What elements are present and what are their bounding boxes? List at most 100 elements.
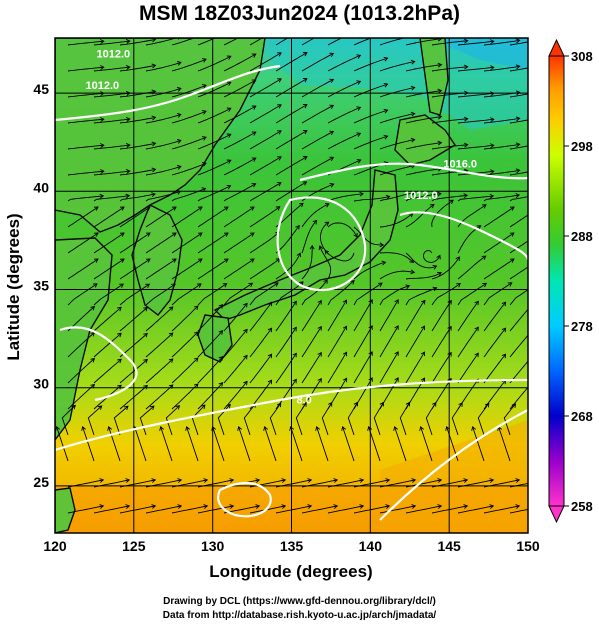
- streamline: [171, 84, 207, 98]
- streamline-arrowhead: [536, 207, 540, 211]
- streamline-arrowhead: [203, 504, 209, 509]
- isobar-southeast: [379, 409, 528, 521]
- streamline: [405, 287, 437, 306]
- streamline-arrowhead: [507, 282, 513, 287]
- streamline-arrowhead: [489, 504, 495, 509]
- streamline: [223, 131, 257, 150]
- streamline: [145, 505, 182, 514]
- streamline-arrowhead: [277, 78, 282, 83]
- streamline: [483, 232, 515, 254]
- streamline: [67, 258, 99, 280]
- streamline: [275, 225, 300, 254]
- streamline: [431, 40, 468, 46]
- streamline: [321, 402, 333, 436]
- streamline: [472, 426, 485, 462]
- streamline-arrowhead: [197, 206, 203, 211]
- y-tick-label: 30: [33, 376, 49, 392]
- x-axis-label: Longitude (degrees): [209, 562, 372, 581]
- streamline: [223, 355, 248, 384]
- streamline-arrowhead: [299, 281, 304, 286]
- streamline: [301, 157, 334, 176]
- streamline: [353, 325, 373, 358]
- streamline: [171, 232, 203, 254]
- streamline-arrowhead: [243, 302, 248, 308]
- streamline: [145, 332, 174, 358]
- streamline-arrowhead: [515, 142, 521, 148]
- streamline: [379, 285, 410, 306]
- streamline: [67, 40, 104, 46]
- streamline: [457, 479, 494, 488]
- streamline-arrowhead: [356, 132, 362, 137]
- streamline: [353, 135, 388, 150]
- streamline: [119, 168, 156, 176]
- land-honshu: [213, 169, 399, 321]
- land-taiwan: [55, 487, 76, 533]
- streamline: [145, 232, 177, 254]
- colorbar-tick-label: 308: [571, 49, 593, 64]
- streamline: [420, 426, 433, 462]
- streamline: [394, 426, 407, 462]
- streamline-arrowhead: [379, 242, 385, 248]
- streamline: [217, 404, 231, 436]
- streamline-arrowhead: [515, 504, 521, 509]
- streamline: [197, 479, 234, 488]
- streamline: [93, 332, 122, 358]
- y-tick-label: 25: [33, 474, 49, 490]
- streamline-arrowhead: [273, 282, 279, 287]
- streamline: [275, 281, 304, 306]
- x-tick-label: 140: [359, 538, 383, 554]
- streamline-arrowhead: [356, 29, 360, 33]
- streamline: [223, 183, 256, 202]
- streamline: [275, 52, 308, 72]
- streamline: [353, 282, 383, 306]
- x-tick-label: 145: [437, 538, 461, 554]
- streamline-arrowhead: [341, 425, 346, 431]
- streamline-arrowhead: [542, 115, 546, 119]
- streamline: [119, 385, 148, 410]
- streamline-arrowhead: [529, 329, 533, 333]
- streamline-arrowhead: [119, 232, 125, 237]
- x-tick-label: 125: [122, 538, 146, 554]
- streamline: [457, 505, 494, 514]
- streamline: [186, 426, 199, 462]
- streamline: [145, 61, 182, 72]
- streamline-arrowhead: [309, 244, 315, 250]
- streamline-arrowhead: [509, 206, 515, 211]
- streamline: [93, 232, 125, 254]
- streamline-arrowhead: [177, 504, 183, 509]
- streamline-arrowhead: [145, 283, 151, 288]
- streamline-arrowhead: [405, 284, 411, 290]
- streamline-arrowhead: [447, 299, 452, 305]
- isobar-south: [55, 378, 528, 452]
- streamline: [405, 142, 442, 150]
- streamline-arrowhead: [201, 58, 207, 63]
- streamline-arrowhead: [411, 190, 416, 196]
- streamline-arrowhead: [324, 221, 330, 226]
- streamline-arrowhead: [119, 283, 124, 288]
- streamline-arrowhead: [463, 504, 469, 509]
- streamline-arrowhead: [243, 354, 248, 360]
- streamline-arrowhead: [342, 325, 348, 331]
- streamline: [223, 79, 257, 98]
- streamline: [301, 279, 328, 306]
- streamline: [171, 38, 196, 46]
- streamline: [223, 381, 248, 410]
- streamline: [171, 58, 207, 72]
- streamline-arrowhead: [515, 478, 521, 483]
- streamline: [119, 232, 151, 254]
- streamline: [327, 193, 364, 202]
- streamline: [93, 358, 122, 384]
- streamline-arrowhead: [383, 82, 389, 88]
- streamline: [67, 358, 95, 384]
- streamline-arrowhead: [99, 193, 105, 199]
- streamline-arrowhead: [151, 89, 157, 95]
- isobars: [55, 64, 528, 521]
- streamline: [223, 258, 255, 280]
- streamline: [171, 110, 207, 124]
- streamline: [249, 206, 280, 228]
- streamline-arrowhead: [463, 193, 469, 199]
- streamline: [56, 426, 69, 462]
- streamline-arrowhead: [281, 504, 287, 509]
- streamline-arrowhead: [394, 299, 399, 304]
- streamline: [119, 64, 156, 72]
